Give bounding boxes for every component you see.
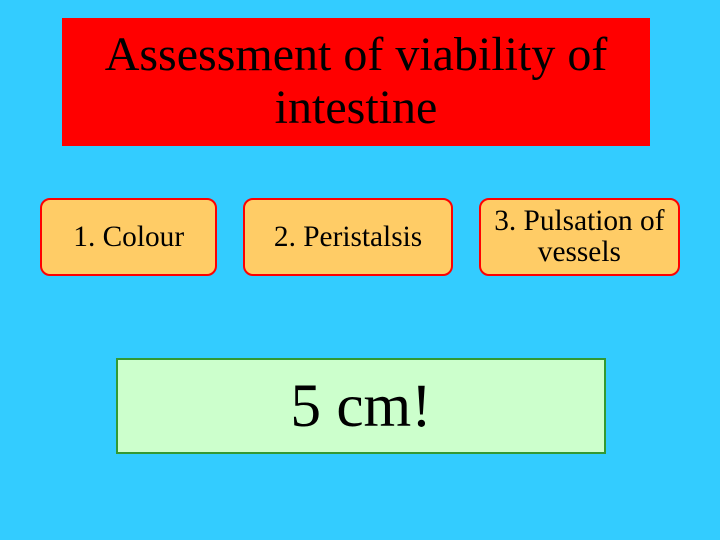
criteria-label-3: 3. Pulsation of vessels <box>489 206 670 268</box>
criteria-label-1: 1. Colour <box>73 222 184 253</box>
criteria-box-2: 2. Peristalsis <box>243 198 452 276</box>
emphasis-text: 5 cm! <box>290 371 431 442</box>
criteria-box-1: 1. Colour <box>40 198 217 276</box>
slide: Assessment of viability of intestine 1. … <box>0 0 720 540</box>
title-box: Assessment of viability of intestine <box>62 18 650 146</box>
criteria-row: 1. Colour 2. Peristalsis 3. Pulsation of… <box>40 198 680 276</box>
criteria-box-3: 3. Pulsation of vessels <box>479 198 680 276</box>
criteria-label-2: 2. Peristalsis <box>274 222 422 253</box>
title-text: Assessment of viability of intestine <box>62 29 650 135</box>
emphasis-box: 5 cm! <box>116 358 606 454</box>
